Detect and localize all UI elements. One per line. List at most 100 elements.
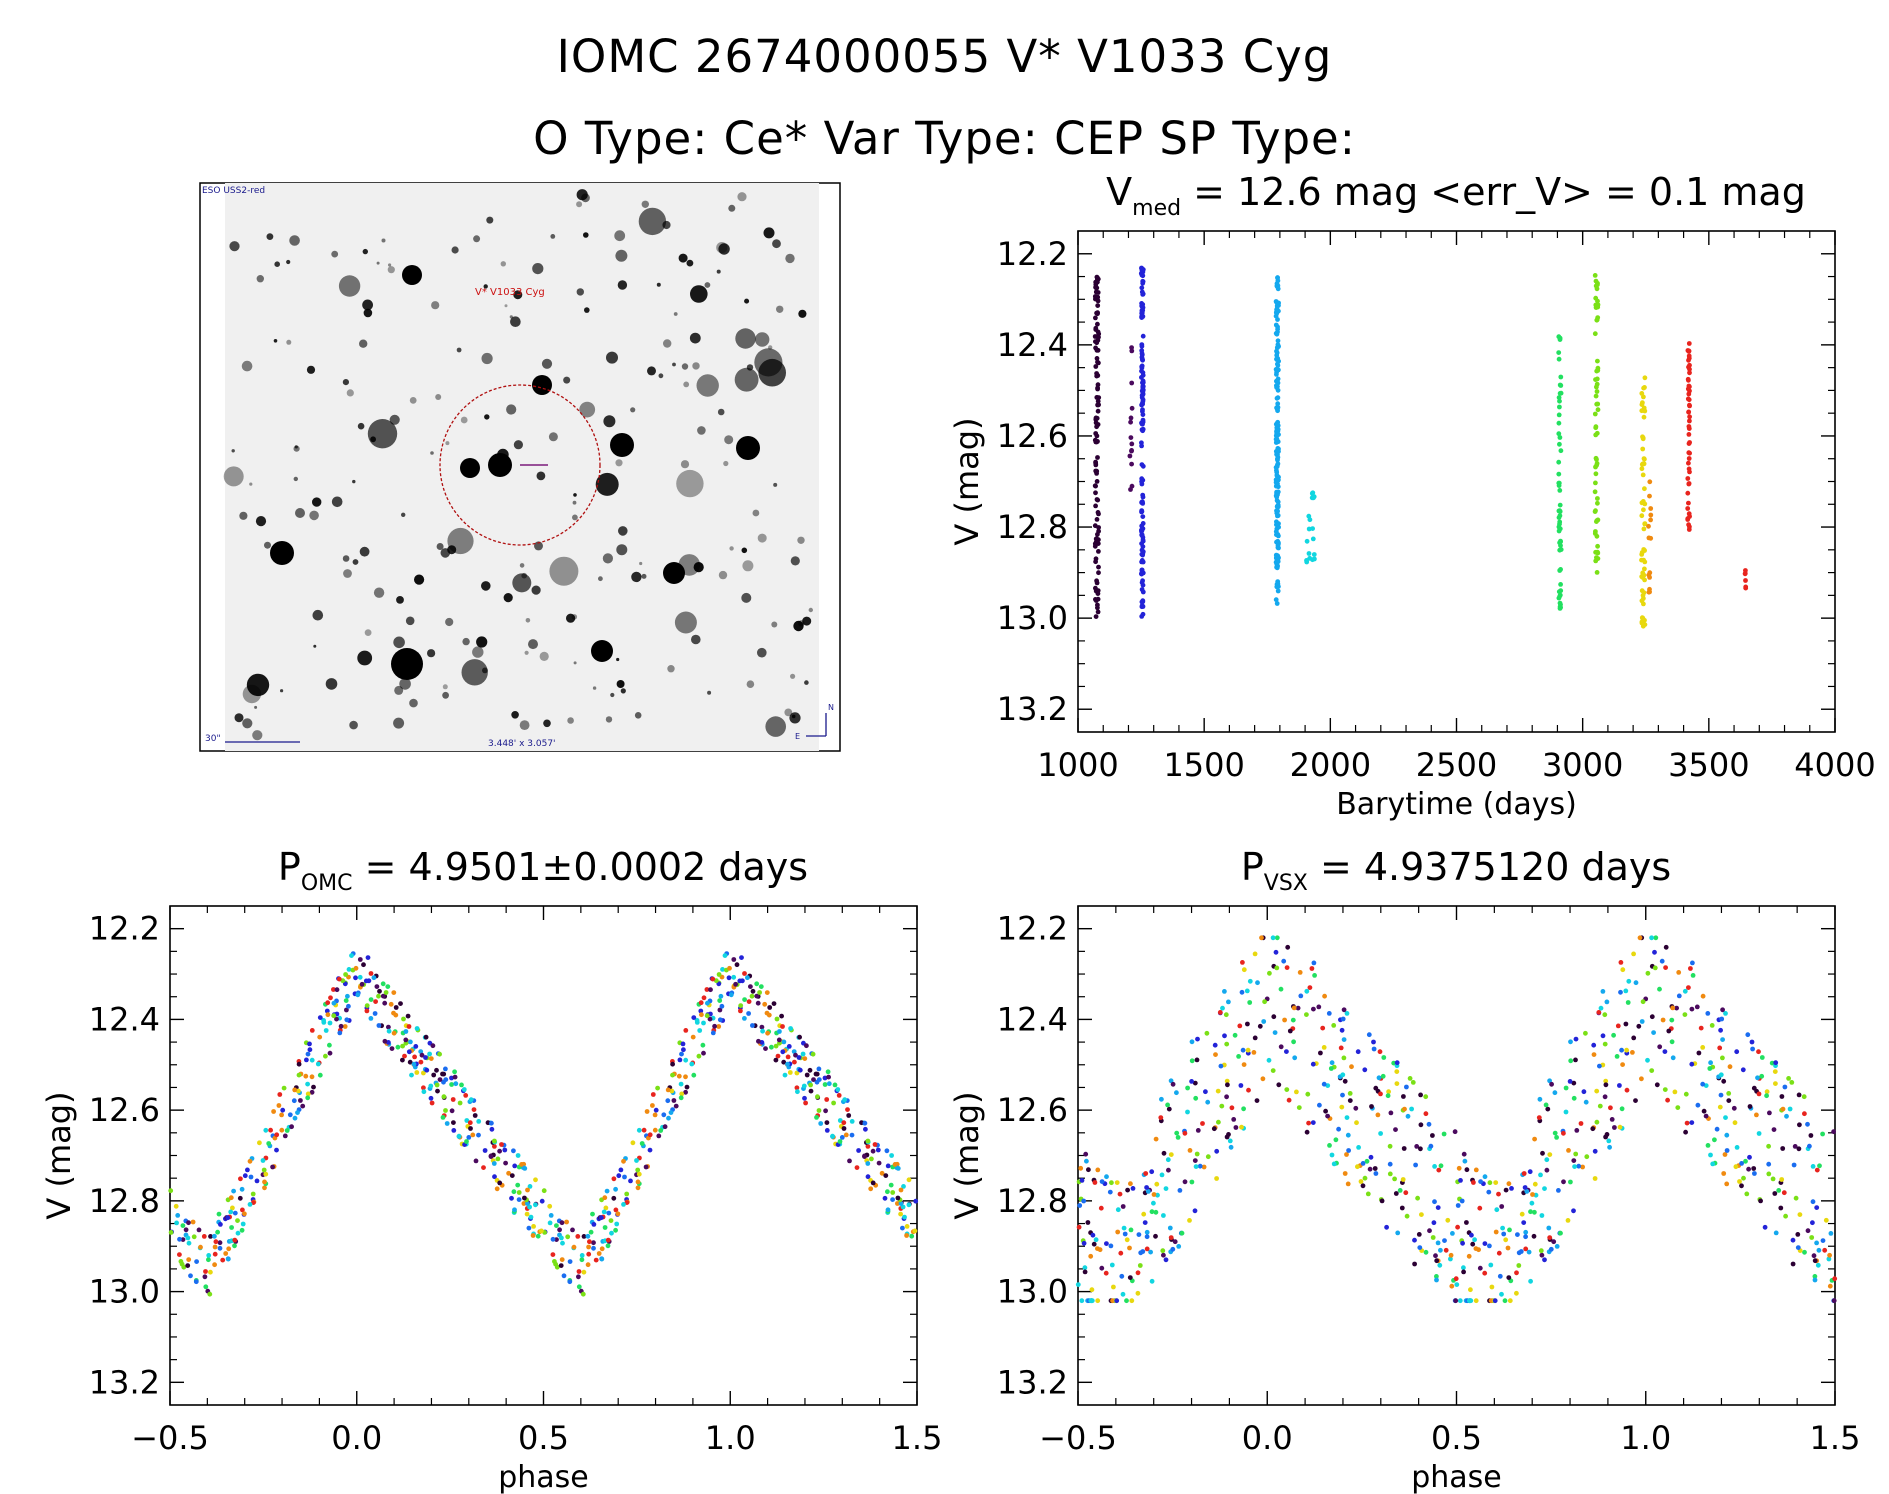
data-point bbox=[1810, 1220, 1815, 1226]
data-point bbox=[808, 1088, 814, 1094]
data-point bbox=[746, 999, 752, 1004]
data-point bbox=[1095, 290, 1101, 295]
data-point bbox=[737, 978, 743, 984]
data-point bbox=[418, 1059, 424, 1065]
star bbox=[500, 261, 506, 267]
data-point bbox=[599, 1246, 605, 1252]
data-point bbox=[1355, 1164, 1360, 1170]
data-point bbox=[1796, 1146, 1802, 1152]
data-point bbox=[1092, 543, 1098, 549]
data-point bbox=[1404, 1084, 1409, 1090]
data-point bbox=[1139, 614, 1145, 619]
data-point bbox=[1257, 1023, 1263, 1029]
data-point bbox=[913, 1198, 919, 1204]
data-point bbox=[1519, 1211, 1525, 1217]
data-point bbox=[1662, 1049, 1668, 1054]
data-point bbox=[437, 1051, 442, 1057]
data-point bbox=[1423, 1249, 1429, 1255]
data-point bbox=[1274, 369, 1279, 375]
data-point bbox=[1573, 1057, 1578, 1063]
star bbox=[462, 637, 470, 646]
data-point bbox=[1544, 1167, 1550, 1173]
data-point bbox=[639, 1141, 645, 1146]
data-point bbox=[365, 955, 371, 960]
data-point bbox=[1226, 999, 1231, 1005]
data-point bbox=[865, 1174, 871, 1180]
data-point bbox=[1452, 1129, 1458, 1135]
data-point bbox=[385, 984, 391, 989]
data-point bbox=[1115, 1207, 1121, 1213]
data-point bbox=[1223, 1012, 1229, 1018]
star bbox=[234, 713, 244, 723]
data-point bbox=[364, 1003, 370, 1008]
data-point bbox=[565, 1234, 571, 1240]
bright-star bbox=[270, 541, 294, 565]
star bbox=[605, 716, 613, 723]
data-point bbox=[180, 1223, 186, 1228]
star bbox=[388, 263, 392, 267]
data-point bbox=[263, 1127, 269, 1133]
star bbox=[757, 533, 767, 543]
data-point bbox=[1552, 1090, 1558, 1096]
data-point bbox=[1403, 1190, 1409, 1196]
data-point bbox=[324, 1008, 330, 1014]
star bbox=[309, 510, 319, 521]
data-point bbox=[808, 1082, 813, 1088]
star bbox=[798, 309, 807, 318]
data-point bbox=[1076, 1224, 1082, 1230]
data-point bbox=[1558, 383, 1564, 388]
data-point bbox=[434, 1082, 440, 1088]
data-point bbox=[247, 1202, 253, 1207]
star bbox=[696, 374, 719, 397]
data-point bbox=[1224, 1094, 1229, 1100]
star bbox=[724, 435, 734, 445]
data-point bbox=[1356, 1145, 1361, 1150]
data-point bbox=[334, 1016, 339, 1022]
data-point bbox=[1139, 303, 1145, 309]
data-point bbox=[1201, 1164, 1207, 1170]
data-point bbox=[1782, 1084, 1788, 1090]
data-point bbox=[707, 1016, 713, 1022]
data-point bbox=[1205, 1154, 1211, 1160]
data-point bbox=[1329, 1060, 1335, 1066]
data-point bbox=[1659, 958, 1665, 964]
data-point bbox=[1604, 999, 1610, 1005]
data-point bbox=[194, 1259, 200, 1264]
data-point bbox=[334, 987, 340, 993]
data-point bbox=[802, 1095, 807, 1101]
data-point bbox=[787, 1070, 793, 1075]
star bbox=[362, 299, 373, 311]
data-point bbox=[1441, 1131, 1447, 1137]
data-point bbox=[666, 1115, 671, 1121]
data-point bbox=[1174, 1090, 1179, 1096]
data-point bbox=[1140, 578, 1145, 584]
star bbox=[461, 659, 488, 686]
data-point bbox=[1318, 1050, 1323, 1056]
star bbox=[579, 401, 596, 418]
star bbox=[630, 407, 636, 413]
data-point bbox=[1689, 1061, 1695, 1067]
data-point bbox=[279, 1127, 285, 1133]
data-point bbox=[1362, 1175, 1368, 1181]
data-point bbox=[203, 1269, 208, 1274]
data-point bbox=[1455, 1203, 1461, 1208]
data-point bbox=[315, 1061, 321, 1067]
data-point bbox=[676, 1073, 682, 1079]
data-point bbox=[1117, 1191, 1123, 1197]
data-point bbox=[547, 1220, 553, 1226]
data-point bbox=[1583, 1099, 1589, 1105]
data-point bbox=[443, 1108, 448, 1113]
data-point bbox=[1311, 960, 1317, 966]
data-point bbox=[1240, 960, 1245, 965]
data-point bbox=[782, 1072, 788, 1078]
star bbox=[442, 691, 449, 699]
data-point bbox=[1399, 1205, 1405, 1211]
star bbox=[357, 650, 373, 666]
data-point bbox=[1641, 507, 1646, 513]
star bbox=[528, 639, 538, 650]
data-point bbox=[1756, 1131, 1762, 1136]
star bbox=[617, 280, 628, 290]
data-point bbox=[1593, 455, 1599, 461]
star bbox=[808, 607, 813, 613]
data-point bbox=[473, 1158, 479, 1164]
